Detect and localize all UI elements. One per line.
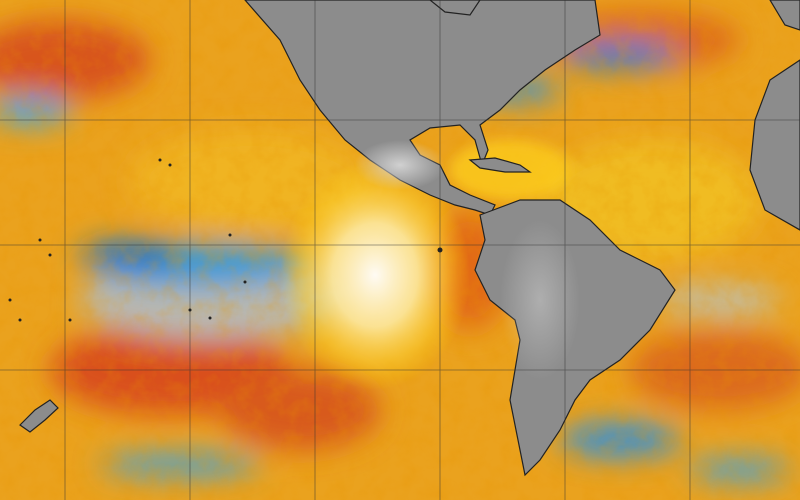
islands (8, 158, 443, 322)
land-glow (355, 140, 445, 190)
africa (749, 59, 800, 231)
cuba (468, 157, 532, 173)
land-glow (500, 220, 580, 380)
greenland (769, 0, 800, 31)
new-zealand (19, 399, 59, 433)
